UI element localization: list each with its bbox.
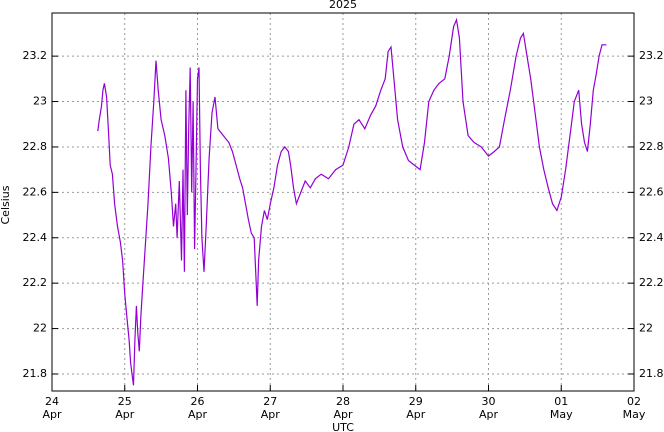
x-tick-label: 24 Apr [42, 395, 62, 421]
x-tick-label: 26 Apr [187, 395, 208, 421]
y-tick-label: 22.4 [23, 231, 48, 244]
y-tick-label: 22.2 [23, 276, 48, 289]
x-tick-label: 25 Apr [115, 395, 135, 421]
y-tick-label: 21.8 [23, 367, 48, 380]
y2-tick-label: 21.8 [639, 367, 664, 380]
y2-tick-label: 22.4 [639, 231, 664, 244]
x-tick-label: 01 May [549, 395, 573, 421]
y-tick-label: 23.2 [23, 49, 48, 62]
series-line [97, 17, 607, 386]
x-tick-label: 30 Apr [478, 395, 499, 421]
x-tick-label: 02 May [622, 395, 646, 421]
plot-frame [51, 12, 635, 392]
y2-tick-label: 22.6 [639, 185, 664, 198]
y-axis-label: Celsius [0, 185, 12, 224]
chart-title: 2025 [329, 0, 357, 11]
y2-tick-label: 23 [639, 95, 653, 108]
x-axis-label: UTC [332, 421, 354, 432]
y2-tick-label: 23.2 [639, 49, 664, 62]
y2-tick-label: 22 [639, 322, 653, 335]
y-tick-label: 22.8 [23, 140, 48, 153]
y2-tick-label: 22.8 [639, 140, 664, 153]
x-tick-label: 27 Apr [260, 395, 280, 421]
x-tick-label: 29 Apr [406, 395, 426, 421]
y2-tick-label: 22.2 [639, 276, 664, 289]
y-tick-label: 22 [33, 322, 47, 335]
y-tick-label: 23 [33, 95, 47, 108]
x-tick-label: 28 Apr [333, 395, 353, 421]
y-tick-label: 22.6 [23, 185, 48, 198]
